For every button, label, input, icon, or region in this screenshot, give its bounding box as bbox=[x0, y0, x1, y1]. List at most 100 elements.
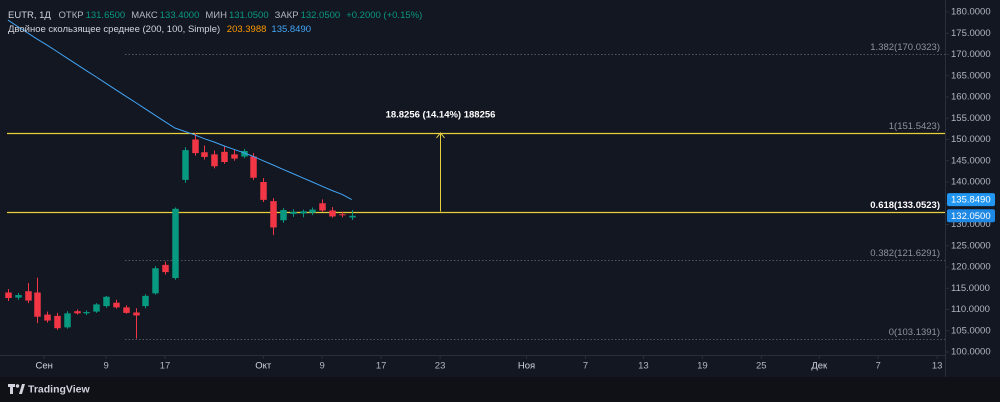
ohlc-value: 131.0500 bbox=[228, 10, 269, 21]
candle-body bbox=[142, 295, 149, 307]
indicator-value: 203.3988 bbox=[226, 24, 267, 35]
y-tick-label: 140.0000 bbox=[951, 177, 991, 188]
price-badge-label: 135.8490 bbox=[951, 195, 991, 206]
candle-body bbox=[15, 295, 22, 298]
fib-label: 0(103.1391) bbox=[889, 327, 940, 338]
footer-bar bbox=[0, 377, 1000, 402]
candle-body bbox=[290, 211, 297, 214]
candle-body bbox=[182, 150, 189, 180]
price-badge-label: 132.0500 bbox=[951, 211, 991, 222]
y-tick-label: 145.0000 bbox=[951, 155, 991, 166]
candle-body bbox=[34, 292, 41, 317]
y-tick-label: 115.0000 bbox=[951, 283, 990, 294]
candle-body bbox=[103, 296, 110, 307]
x-tick-label: Сен bbox=[36, 361, 53, 372]
x-tick-label: 7 bbox=[583, 361, 588, 372]
candle-body bbox=[329, 210, 336, 217]
y-tick-label: 150.0000 bbox=[951, 134, 991, 145]
indicator-name: Двойное скользящее среднее (200, 100, Si… bbox=[8, 24, 221, 35]
candle-body bbox=[93, 304, 100, 312]
y-tick-label: 120.0000 bbox=[951, 262, 991, 273]
indicator-row: Двойное скользящее среднее (200, 100, Si… bbox=[8, 23, 428, 37]
logo-shape bbox=[15, 384, 20, 388]
x-tick-label: Дек bbox=[811, 361, 828, 372]
ohlc-value: 131.6500 bbox=[85, 10, 126, 21]
x-tick-label: 19 bbox=[697, 361, 708, 372]
x-tick-label: 25 bbox=[756, 361, 767, 372]
x-tick-label: 23 bbox=[435, 361, 446, 372]
candle-body bbox=[300, 211, 307, 214]
change: +0.2000 (+0.15%) bbox=[346, 10, 423, 21]
candle-body bbox=[192, 139, 199, 154]
x-tick-label: 9 bbox=[320, 361, 325, 372]
x-tick-label: 7 bbox=[876, 361, 881, 372]
ohlc-label: МИН bbox=[205, 10, 227, 21]
candle-body bbox=[172, 208, 179, 279]
candle-body bbox=[152, 268, 159, 294]
ohlc-value: 132.0500 bbox=[300, 10, 341, 21]
candle-body bbox=[241, 150, 248, 157]
y-tick-label: 110.0000 bbox=[951, 304, 990, 315]
candle-body bbox=[201, 152, 208, 157]
candle-body bbox=[260, 182, 267, 200]
x-tick-label: Окт bbox=[255, 361, 272, 372]
candle-body bbox=[339, 214, 346, 216]
candle-body bbox=[319, 203, 326, 211]
candle-body bbox=[64, 313, 71, 328]
brand-logo[interactable]: TradingView bbox=[8, 383, 90, 395]
x-tick-label: 9 bbox=[103, 361, 108, 372]
ohlc-label: ОТКР bbox=[58, 10, 84, 21]
candle-body bbox=[270, 201, 277, 228]
candle-body bbox=[221, 151, 228, 163]
candle-body bbox=[211, 154, 218, 167]
candle-body bbox=[309, 209, 316, 213]
candle-body bbox=[123, 307, 130, 313]
price-badge bbox=[947, 209, 995, 223]
candle-body bbox=[133, 312, 140, 316]
candle-body bbox=[349, 215, 356, 218]
x-tick-label: 17 bbox=[376, 361, 387, 372]
fib-label: 1(151.5423) bbox=[889, 121, 940, 132]
candle-body bbox=[250, 156, 257, 178]
y-tick-label: 170.0000 bbox=[951, 49, 991, 60]
brand-name: TradingView bbox=[28, 383, 90, 395]
y-tick-label: 180.0000 bbox=[951, 7, 991, 18]
candle-body bbox=[231, 154, 238, 159]
price-badge bbox=[947, 193, 995, 207]
y-tick-label: 155.0000 bbox=[951, 113, 991, 124]
measure-label: 18.8256 (14.14%) 188256 bbox=[386, 109, 496, 120]
symbol: EUTR, 1Д bbox=[8, 10, 51, 21]
ohlc-row: EUTR, 1Д ОТКР 131.6500 МАКС 133.4000 МИН 131.… bbox=[8, 9, 428, 23]
ohlc-label: ЗАКР bbox=[274, 10, 299, 21]
y-tick-label: 100.0000 bbox=[951, 347, 991, 358]
candle-body bbox=[74, 311, 81, 314]
fib-label: 0.618(133.0523) bbox=[870, 200, 940, 211]
x-tick-label: 17 bbox=[160, 361, 171, 372]
y-tick-label: 125.0000 bbox=[951, 240, 991, 251]
candle-body bbox=[54, 315, 61, 329]
y-tick-label: 175.0000 bbox=[951, 28, 991, 39]
candle-body bbox=[113, 302, 120, 308]
candle-body bbox=[162, 264, 169, 273]
fib-label: 0.382(121.6291) bbox=[870, 248, 940, 259]
y-tick-label: 165.0000 bbox=[951, 70, 991, 81]
x-tick-label: 13 bbox=[932, 361, 943, 372]
legend-header: EUTR, 1Д ОТКР 131.6500 МАКС 133.4000 МИН 131.… bbox=[8, 9, 428, 37]
candle-body bbox=[83, 312, 90, 314]
x-tick-label: 13 bbox=[638, 361, 649, 372]
logo-shape bbox=[8, 384, 15, 387]
candle-body bbox=[280, 210, 287, 221]
candle-body bbox=[25, 291, 32, 301]
ohlc-label: МАКС bbox=[131, 10, 158, 21]
indicator-value: 135.8490 bbox=[271, 24, 312, 35]
y-tick-label: 160.0000 bbox=[951, 92, 991, 103]
candle-body bbox=[44, 314, 51, 321]
x-tick-label: Ноя bbox=[518, 361, 535, 372]
fib-label: 1.382(170.0323) bbox=[870, 42, 940, 53]
measure-arrowhead bbox=[436, 132, 445, 139]
ohlc-value: 133.4000 bbox=[159, 10, 200, 21]
y-tick-label: 105.0000 bbox=[951, 325, 991, 336]
moving-average bbox=[7, 19, 352, 201]
